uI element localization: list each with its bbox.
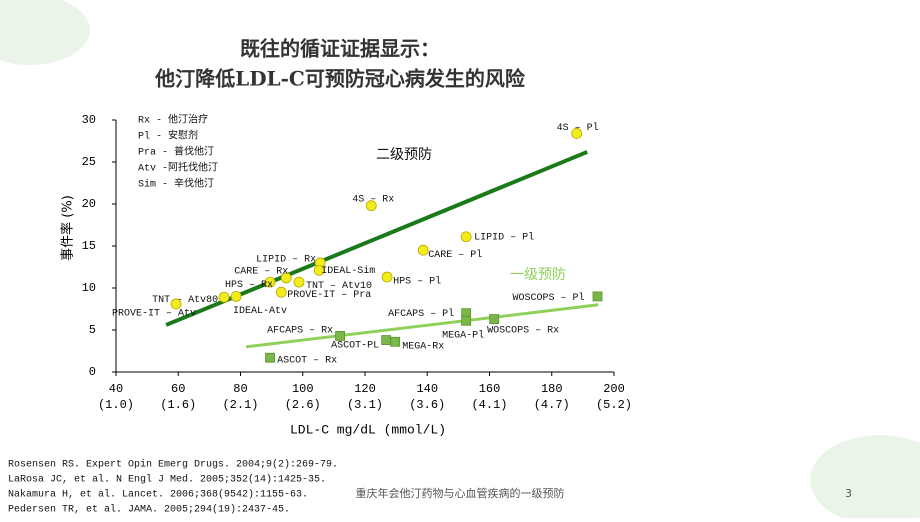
title: 既往的循证证据显示： <box>240 37 440 61</box>
x-tick-sublabel: (2.6) <box>285 398 321 412</box>
leaf-decoration <box>810 435 920 522</box>
key-entry: Rx - 他汀治疗 <box>138 113 208 127</box>
point <box>381 271 393 283</box>
point <box>264 276 276 288</box>
point <box>390 336 401 347</box>
x-tick-sublabel: (1.6) <box>160 398 196 412</box>
x-tick-label: 40 <box>109 382 123 396</box>
y-axis-label: 事件率 (%) <box>60 195 76 261</box>
point-label: AFCAPS – Pl <box>388 308 454 320</box>
point <box>381 335 392 345</box>
y-tick-label: 15 <box>82 239 96 253</box>
x-tick-sublabel: (5.2) <box>596 398 632 412</box>
point-label: IDEAL-Sim <box>321 265 375 277</box>
point-label: 4S – Pl <box>557 122 599 134</box>
point-label: TNT – Atv80 <box>152 295 218 306</box>
key-entry: Pra - 普伐他汀 <box>138 145 214 159</box>
point-label: MEGA-Pl <box>442 329 484 341</box>
footer: 重庆年会他汀药物与心血管疾病的一级预防 <box>356 486 565 500</box>
x-tick-sublabel: (4.1) <box>471 398 507 412</box>
x-tick-label: 100 <box>292 382 314 396</box>
y-tick-label: 30 <box>82 113 96 127</box>
point-label: LIPID – Rx <box>256 254 316 265</box>
x-tick-sublabel: (2.1) <box>222 398 258 412</box>
reference: Nakamura H, et al. Lancet. 2006;368(9542… <box>8 489 308 501</box>
point <box>417 244 429 256</box>
key-entry: Pl - 安慰剂 <box>138 129 198 143</box>
point <box>592 291 603 302</box>
x-tick-sublabel: (4.7) <box>534 398 570 412</box>
point-label: AFCAPS – Rx <box>267 326 333 337</box>
point <box>489 314 500 324</box>
point <box>365 200 377 212</box>
point <box>230 290 242 302</box>
key-entry: Sim - 辛伐他汀 <box>138 177 214 191</box>
point-label: WOSCOPS – Rx <box>487 326 559 337</box>
point-label: PROVE-IT – Atv <box>112 309 196 320</box>
y-tick-label: 10 <box>82 281 96 295</box>
x-tick-sublabel: (3.6) <box>409 398 445 412</box>
point-label: ASCOT – Rx <box>277 355 337 366</box>
point-label: MEGA-Rx <box>402 341 444 352</box>
point <box>265 352 275 363</box>
point <box>170 298 182 310</box>
y-tick-label: 5 <box>89 323 96 337</box>
key-entry: Atv -阿托伐他汀 <box>138 161 218 175</box>
point <box>313 264 325 276</box>
point <box>571 128 583 139</box>
reference: Pedersen TR, et al. JAMA. 2005;294(19):2… <box>8 504 290 516</box>
point-label: HPS – Rx <box>225 280 273 291</box>
trend-line <box>245 303 599 349</box>
x-tick-label: 120 <box>354 382 376 396</box>
point <box>461 315 472 326</box>
reference: Rosensen RS. Expert Opin Emerg Drugs. 20… <box>8 459 338 471</box>
point-label: CARE – Rx <box>234 267 288 278</box>
y-tick-label: 0 <box>89 365 96 379</box>
point-label: PROVE-IT – Pra <box>287 290 371 301</box>
x-tick-label: 180 <box>541 382 563 396</box>
point-label: HPS – Pl <box>393 276 441 288</box>
point <box>335 330 346 341</box>
point-label: TNT – Atv10 <box>306 281 372 292</box>
x-tick-sublabel: (3.1) <box>347 398 383 412</box>
point-label: ASCOT-PL <box>331 341 379 352</box>
y-tick-label: 20 <box>82 197 96 211</box>
point-label: IDEAL-Atv <box>233 306 287 317</box>
point-label: 4S – Rx <box>352 194 394 205</box>
x-tick-label: 200 <box>603 382 625 396</box>
x-tick-label: 60 <box>171 382 185 396</box>
point <box>218 291 230 303</box>
y-tick-label: 25 <box>82 155 96 169</box>
reference: LaRosa JC, et al. N Engl J Med. 2005;352… <box>8 474 326 486</box>
point-label: CARE – Pl <box>428 249 482 261</box>
x-tick-sublabel: (1.0) <box>98 398 134 412</box>
point <box>275 286 287 298</box>
point <box>460 231 472 243</box>
point-label: WOSCOPS – Pl <box>512 292 584 304</box>
point <box>280 272 292 284</box>
x-tick-label: 80 <box>233 382 247 396</box>
point <box>293 276 305 288</box>
leaf-decoration <box>0 0 90 65</box>
series-label: 二级预防 <box>376 147 432 163</box>
page-number: 3 <box>845 487 852 500</box>
point-label: LIPID – Pl <box>474 231 534 243</box>
title: 他汀降低LDL-C可预防冠心病发生的风险 <box>154 67 526 91</box>
x-axis-label: LDL-C mg/dL (mmol/L) <box>290 422 446 437</box>
x-tick-label: 140 <box>416 382 438 396</box>
x-tick-label: 160 <box>479 382 501 396</box>
series-label: 一级预防 <box>510 267 566 283</box>
